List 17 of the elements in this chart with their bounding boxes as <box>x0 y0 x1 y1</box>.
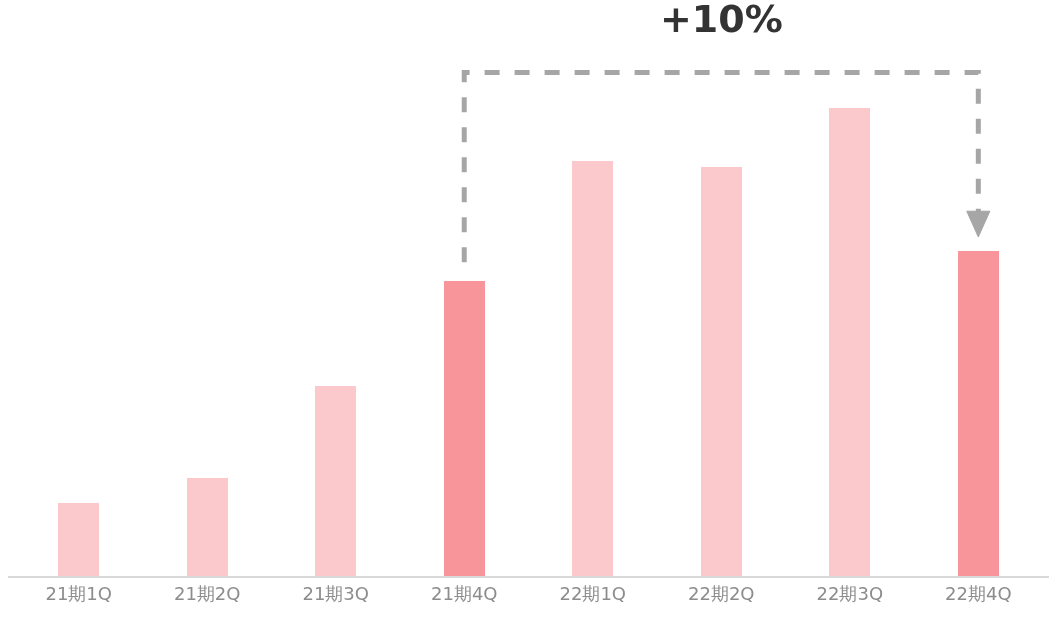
bar <box>572 161 613 576</box>
bar <box>187 478 228 576</box>
x-tick-label: 22期2Q <box>688 582 755 604</box>
bar <box>444 281 485 576</box>
x-tick-label: 21期3Q <box>302 582 369 604</box>
x-tick-label: 22期3Q <box>816 582 884 604</box>
bar <box>701 167 742 576</box>
text: +10% <box>660 0 783 41</box>
x-tick-label: 21期1Q <box>45 582 112 604</box>
x-tick-label: 21期4Q <box>430 582 498 604</box>
bar <box>315 386 356 576</box>
x-tick-label: 22期4Q <box>945 582 1012 604</box>
bar <box>958 251 999 576</box>
bar <box>829 108 870 576</box>
x-tick-label: 22期1Q <box>559 582 627 604</box>
bar <box>58 503 99 576</box>
x-tick-label: 21期2Q <box>173 582 241 604</box>
